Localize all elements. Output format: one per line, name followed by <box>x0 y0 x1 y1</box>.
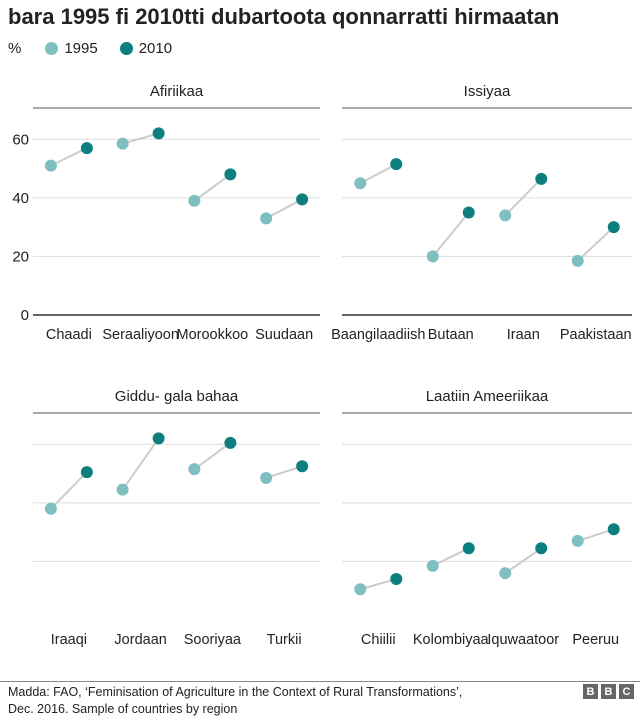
panel-2-point-1995-3 <box>499 209 512 222</box>
panel-1-ytick-60: 60 <box>12 131 29 148</box>
panel-4-category-label-2: Kolombiyaa <box>413 632 490 648</box>
legend-swatch-1995 <box>45 42 59 55</box>
panel-2-connector-3 <box>504 178 542 217</box>
panel-3-point-1995-1 <box>44 502 57 515</box>
panel-3-connector-2 <box>121 437 160 491</box>
panel-4-category-label-1: Chiilii <box>361 632 396 648</box>
panel-1-category-label-3: Morookkoo <box>177 327 249 343</box>
panel-2-title: Issiyaa <box>464 83 511 100</box>
panel-2-connector-2 <box>431 211 470 258</box>
panel-2-point-2010-3 <box>535 172 548 185</box>
panel-1-category-label-2: Seraaliyoon <box>102 327 179 343</box>
panel-3-category-label-3: Sooriyaa <box>184 632 242 648</box>
panel-3-title: Giddu- gala bahaa <box>115 388 239 405</box>
chart-title: bara 1995 fi 2010tti dubartoota qonnarra… <box>8 4 560 29</box>
panel-2-category-label-4: Paakistaan <box>560 327 632 343</box>
panel-4-point-2010-2 <box>462 542 475 555</box>
panel-3-connector-4 <box>265 465 303 479</box>
panel-1-point-1995-2 <box>116 137 129 150</box>
panel-1-connector-4 <box>265 198 303 220</box>
footer-divider <box>0 681 640 682</box>
panel-1-ytick-0: 0 <box>21 307 29 324</box>
panel-1-connector-2 <box>122 132 159 145</box>
panel-2-connector-4 <box>577 226 615 262</box>
panel-4-point-2010-1 <box>390 573 403 585</box>
charts-svg: Afiriikaa 0 20 40 60 Chaadi SeraaliyoonMorookk… <box>12 83 632 648</box>
panel-2-connector-1 <box>359 163 397 185</box>
panel-1-point-2010-1 <box>80 142 93 155</box>
panel-4-point-1995-2 <box>426 559 439 572</box>
legend-item-1995: 1995 <box>45 40 98 57</box>
panel-3-point-2010-1 <box>80 466 93 479</box>
source-line-2: Dec. 2016. Sample of countries by region <box>8 702 238 716</box>
legend-swatch-2010 <box>119 42 133 55</box>
bbc-logo: B B C <box>583 684 634 699</box>
panel-3-point-1995-2 <box>116 483 129 496</box>
panel-3-category-label-1: Iraaqi <box>51 632 87 648</box>
panel-1-category-label-4: Suudaan <box>255 327 313 343</box>
legend-label-1995: 1995 <box>64 40 98 57</box>
panel-4-point-1995-4 <box>571 534 584 547</box>
bbc-logo-letter-2: B <box>601 684 616 699</box>
legend-item-2010: 2010 <box>119 40 173 57</box>
panel-2-category-label-2: Butaan <box>428 327 474 343</box>
source-note: Madda: FAO, ‘Feminisation of Agriculture… <box>8 684 568 718</box>
panel-4-connector-4 <box>577 528 615 542</box>
panel-1-point-2010-2 <box>152 127 165 140</box>
panel-3-category-label-4: Turkii <box>267 632 302 648</box>
source-line-1: Madda: FAO, ‘Feminisation of Agriculture… <box>8 685 463 699</box>
panel-1-point-1995-3 <box>188 194 201 207</box>
panel-2-category-label-3: Iraan <box>507 327 540 343</box>
panel-4-point-1995-1 <box>354 583 367 596</box>
panel-4-connector-3 <box>504 547 542 574</box>
panel-2-point-2010-2 <box>462 206 475 219</box>
panel-1-connector-1 <box>50 147 88 167</box>
legend: % 1995 2010 <box>8 40 194 57</box>
panel-2-point-1995-1 <box>354 177 367 190</box>
panel-1-point-1995-1 <box>44 159 57 172</box>
panel-4-point-2010-3 <box>535 542 548 555</box>
panel-1-ytick-20: 20 <box>12 248 29 265</box>
panel-2-point-1995-4 <box>571 254 584 267</box>
legend-unit: % <box>8 40 22 57</box>
panel-1-category-label-1: Chaadi <box>46 327 92 343</box>
panel-3-connector-1 <box>50 471 88 510</box>
panel-3-point-1995-4 <box>260 471 273 484</box>
panel-4-point-2010-4 <box>607 523 620 536</box>
panel-3-point-2010-2 <box>152 432 165 445</box>
panel-4-connector-1 <box>359 578 397 591</box>
panel-4-category-label-3: Iquwaatoor <box>487 632 559 648</box>
panel-4-point-1995-3 <box>499 567 512 580</box>
panel-3-point-2010-4 <box>296 460 309 473</box>
panel-3-point-2010-3 <box>224 436 237 449</box>
panel-4-title: Laatiin Ameeriikaa <box>426 388 549 405</box>
panel-1-ytick-40: 40 <box>12 190 29 207</box>
panel-2-point-2010-1 <box>390 158 403 171</box>
legend-label-2010: 2010 <box>138 40 173 57</box>
panel-1-point-2010-4 <box>296 193 309 206</box>
panel-2-point-1995-2 <box>426 250 439 263</box>
panel-4-connector-2 <box>432 547 470 567</box>
panel-1-point-2010-3 <box>224 168 237 181</box>
panel-2-point-2010-4 <box>607 221 620 234</box>
bbc-logo-letter-1: B <box>583 684 598 699</box>
panel-3-connector-3 <box>193 442 231 470</box>
panel-4-category-label-4: Peeruu <box>572 632 619 648</box>
panel-2-category-label-1: Baangilaadiish <box>331 327 425 343</box>
bbc-logo-letter-3: C <box>619 684 634 699</box>
panel-3-point-1995-3 <box>188 463 201 476</box>
panel-1-point-1995-4 <box>260 212 273 225</box>
panel-3-category-label-2: Jordaan <box>114 632 166 648</box>
panel-1-title: Afiriikaa <box>150 83 204 100</box>
panel-1-connector-3 <box>193 173 231 202</box>
